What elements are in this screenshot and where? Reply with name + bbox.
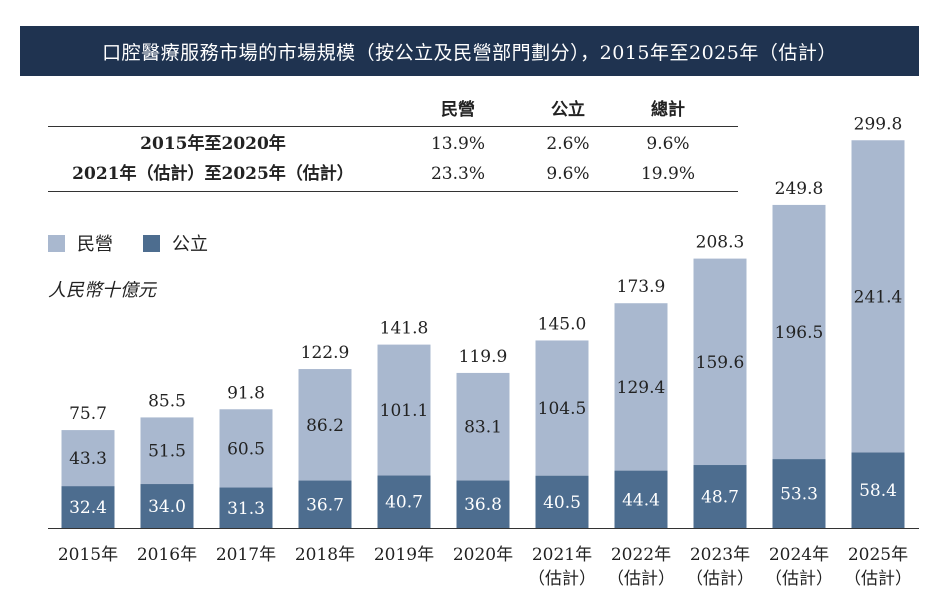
cagr-header-row: 民營 公立 總計 [48, 96, 738, 124]
cagr-header-total: 總計 [651, 100, 685, 120]
public-value-label: 58.4 [859, 481, 897, 501]
bar-private [614, 303, 668, 471]
cagr-value: 13.9% [430, 134, 485, 154]
x-tick-label: 2021年 [532, 545, 592, 565]
public-value-label: 40.5 [543, 493, 581, 513]
x-tick-label: 2020年 [453, 545, 513, 565]
x-tick-label: （估計） [765, 569, 833, 589]
x-tick-label: 2015年 [58, 545, 118, 565]
bar-public [851, 452, 905, 528]
private-value-label: 159.6 [696, 353, 745, 373]
x-tick-label: （估計） [844, 569, 912, 589]
bar-private [298, 369, 352, 481]
cagr-header-private: 民營 [441, 100, 475, 120]
x-tick-label: 2022年 [611, 545, 671, 565]
private-value-label: 60.5 [227, 439, 265, 459]
private-value-label: 86.2 [306, 416, 344, 436]
legend-label-private: 民營 [77, 234, 113, 255]
private-value-label: 104.5 [538, 399, 587, 419]
total-value-label: 91.8 [227, 383, 265, 403]
bar-private [535, 340, 589, 476]
bar-public [693, 465, 747, 528]
total-value-label: 141.8 [380, 319, 429, 339]
bar-public [61, 486, 115, 528]
x-tick-label: 2017年 [216, 545, 276, 565]
legend-swatch-private [48, 234, 65, 252]
cagr-period: 2015年至2020年 [140, 134, 286, 154]
cagr-header-public: 公立 [551, 100, 585, 120]
public-value-label: 36.8 [464, 495, 502, 515]
x-tick-label: 2016年 [137, 545, 197, 565]
bar-private [61, 430, 115, 487]
bar-private [772, 204, 826, 460]
x-tick-label: 2025年 [848, 545, 908, 565]
total-value-label: 299.8 [854, 114, 903, 134]
bar-public [456, 480, 510, 528]
bar-public [219, 487, 273, 528]
x-tick-label: （估計） [686, 569, 754, 589]
public-value-label: 34.0 [148, 497, 186, 517]
bar-private [693, 258, 747, 466]
public-value-label: 36.7 [306, 495, 344, 515]
private-value-label: 101.1 [380, 401, 429, 421]
public-value-label: 31.3 [227, 499, 265, 519]
cagr-period: 2021年（估計）至2025年（估計） [72, 164, 354, 184]
bar-private [140, 417, 194, 485]
bar-public [614, 470, 668, 528]
public-value-label: 53.3 [780, 485, 818, 505]
cagr-value: 19.9% [640, 164, 695, 184]
bar-public [298, 480, 352, 528]
public-value-label: 40.7 [385, 493, 423, 513]
cagr-top-rule [48, 126, 738, 127]
bar-public [535, 475, 589, 528]
unit-label: 人民幣十億元 [48, 280, 156, 301]
x-tick-label: （估計） [607, 569, 675, 589]
cagr-row: 2021年（估計）至2025年（估計） 23.3% 9.6% 19.9% [48, 160, 738, 188]
public-value-label: 44.4 [622, 490, 660, 510]
x-tick-label: 2019年 [374, 545, 434, 565]
x-tick-label: 2024年 [769, 545, 829, 565]
private-value-label: 196.5 [775, 323, 824, 343]
total-value-label: 75.7 [69, 404, 107, 424]
private-value-label: 83.1 [464, 418, 502, 438]
chart-title: 口腔醫療服務市場的市場規模（按公立及民營部門劃分），2015年至2025年（估計… [20, 26, 919, 76]
cagr-row: 2015年至2020年 13.9% 2.6% 9.6% [48, 130, 738, 158]
bar-private [456, 372, 510, 481]
total-value-label: 249.8 [775, 179, 824, 199]
total-value-label: 85.5 [148, 391, 186, 411]
chart-legend: 民營 公立 [48, 230, 238, 256]
bar-public [140, 484, 194, 528]
x-tick-label: （估計） [528, 569, 596, 589]
total-value-label: 208.3 [696, 233, 745, 253]
legend-label-public: 公立 [172, 234, 208, 255]
cagr-bottom-rule [48, 191, 738, 192]
total-value-label: 119.9 [459, 347, 508, 367]
private-value-label: 241.4 [854, 287, 903, 307]
bar-private [219, 409, 273, 488]
total-value-label: 145.0 [538, 314, 587, 334]
private-value-label: 43.3 [69, 449, 107, 469]
public-value-label: 32.4 [69, 498, 107, 518]
bar-public [377, 475, 431, 528]
cagr-value: 9.6% [546, 164, 590, 184]
public-value-label: 48.7 [701, 488, 739, 508]
legend-swatch-public [143, 234, 160, 252]
x-tick-label: 2023年 [690, 545, 750, 565]
cagr-value: 23.3% [430, 164, 485, 184]
bar-private [851, 140, 905, 453]
private-value-label: 51.5 [148, 442, 186, 462]
bar-private [377, 344, 431, 476]
private-value-label: 129.4 [617, 378, 666, 398]
total-value-label: 173.9 [617, 277, 666, 297]
x-tick-label: 2018年 [295, 545, 355, 565]
cagr-value: 2.6% [546, 134, 590, 154]
cagr-value: 9.6% [646, 134, 690, 154]
total-value-label: 122.9 [301, 343, 350, 363]
bar-public [772, 459, 826, 528]
